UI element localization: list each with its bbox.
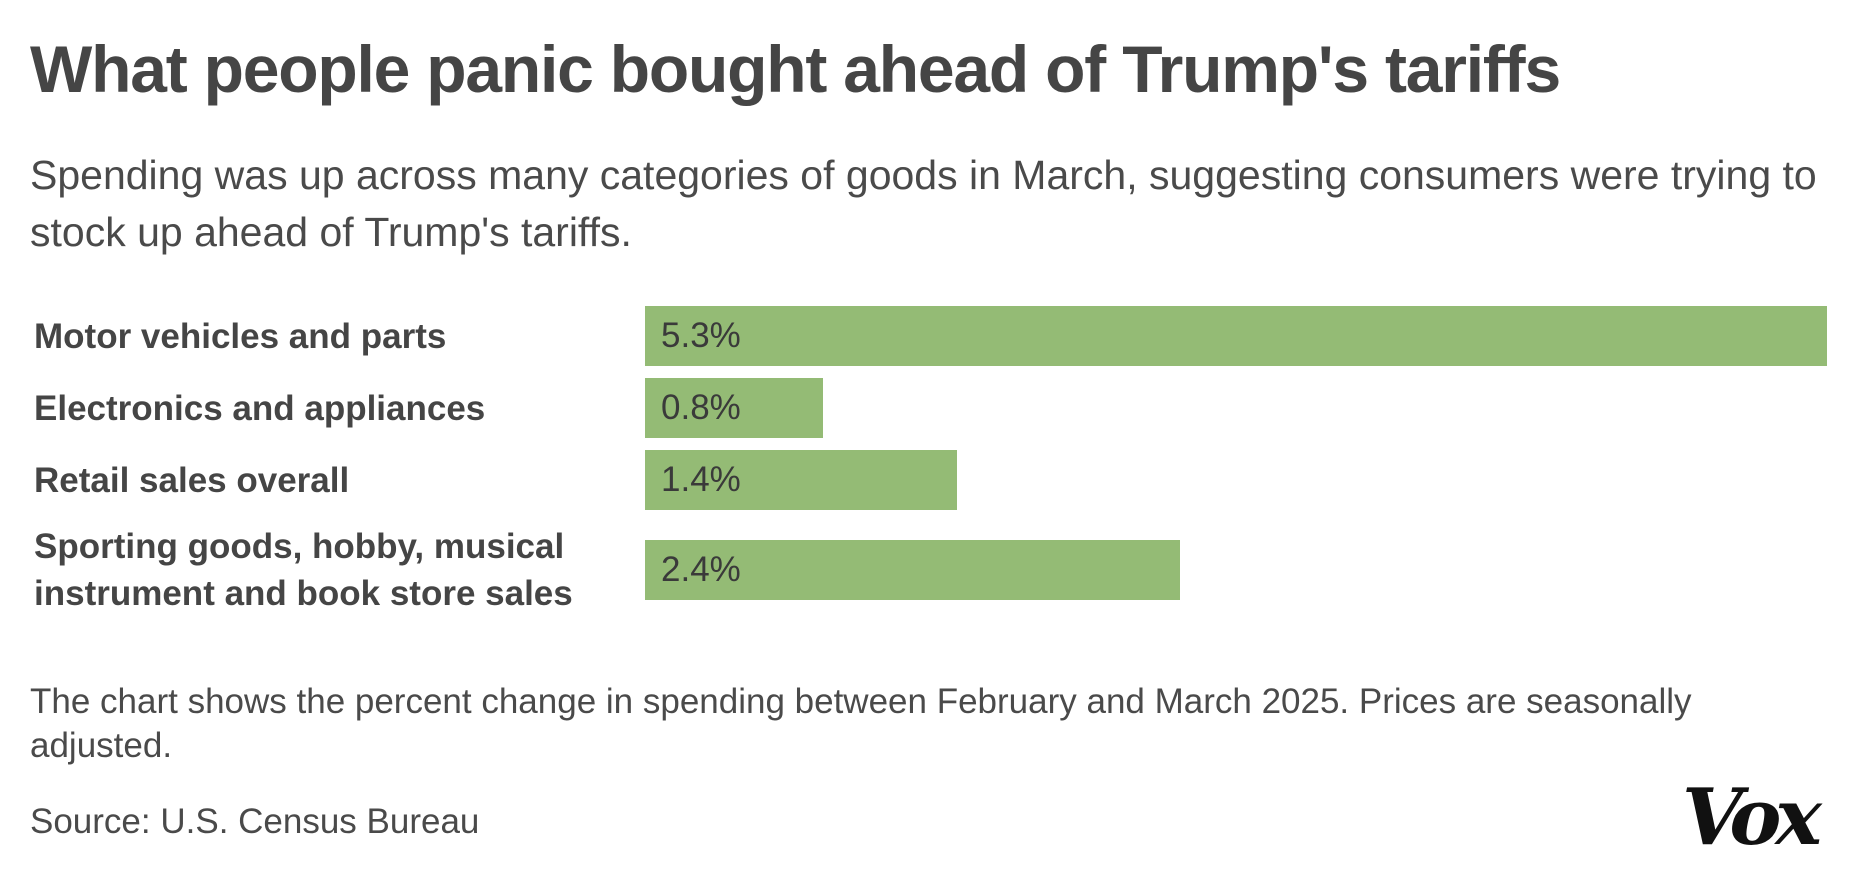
bar-value-label: 2.4% bbox=[661, 550, 741, 589]
category-label: Motor vehicles and parts bbox=[34, 313, 634, 360]
category-label: Electronics and appliances bbox=[34, 385, 634, 432]
bar bbox=[645, 450, 958, 510]
category-label: Retail sales overall bbox=[34, 457, 634, 504]
chart-source: Source: U.S. Census Bureau bbox=[30, 802, 480, 841]
bar bbox=[645, 540, 1181, 600]
bar-value-label: 5.3% bbox=[661, 316, 741, 355]
chart-title: What people panic bought ahead of Trump'… bbox=[30, 32, 1561, 106]
category-label: Sporting goods, hobby, musical instrument… bbox=[34, 523, 634, 617]
bar bbox=[645, 306, 1827, 366]
bar-value-label: 1.4% bbox=[661, 460, 741, 499]
category-label-line: Sporting goods, hobby, musical bbox=[34, 527, 565, 566]
category-label-line: instrument and book store sales bbox=[34, 574, 573, 613]
category-label-line: Motor vehicles and parts bbox=[34, 316, 447, 356]
bar bbox=[645, 378, 824, 438]
vox-logo: Vox bbox=[1682, 772, 1822, 863]
category-label-line: Electronics and appliances bbox=[34, 388, 486, 428]
chart-note: The chart shows the percent change in sp… bbox=[30, 682, 1692, 765]
category-label-line: Retail sales overall bbox=[34, 460, 350, 500]
bar-value-label: 0.8% bbox=[661, 388, 741, 427]
chart-subtitle: Spending was up across many categories o… bbox=[30, 152, 1817, 255]
